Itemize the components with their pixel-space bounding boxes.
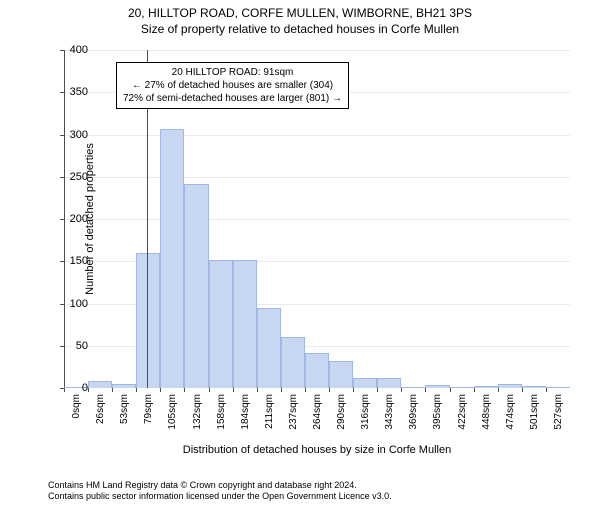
annotation-line: 20 HILLTOP ROAD: 91sqm xyxy=(123,66,342,79)
xtick-mark xyxy=(305,388,306,392)
histogram-bar xyxy=(329,361,353,388)
xtick-mark xyxy=(546,388,547,392)
annotation-box: 20 HILLTOP ROAD: 91sqm← 27% of detached … xyxy=(116,62,349,109)
ytick-label: 300 xyxy=(48,129,88,141)
xtick-label: 395sqm xyxy=(432,394,443,430)
histogram-bar xyxy=(88,381,112,388)
xtick-mark xyxy=(184,388,185,392)
histogram-bar xyxy=(160,129,184,388)
x-axis-label: Distribution of detached houses by size … xyxy=(64,444,570,456)
xtick-mark xyxy=(160,388,161,392)
xtick-label: 79sqm xyxy=(143,394,154,424)
ytick-label: 150 xyxy=(48,255,88,267)
xtick-mark xyxy=(522,388,523,392)
xtick-label: 474sqm xyxy=(505,394,516,430)
xtick-label: 158sqm xyxy=(216,394,227,430)
ytick-label: 0 xyxy=(48,382,88,394)
annotation-line: ← 27% of detached houses are smaller (30… xyxy=(123,79,342,92)
xtick-label: 369sqm xyxy=(408,394,419,430)
xtick-mark xyxy=(257,388,258,392)
histogram-bar xyxy=(401,387,425,388)
histogram-bar xyxy=(233,260,257,388)
xtick-label: 264sqm xyxy=(312,394,323,430)
histogram-bar xyxy=(450,387,474,388)
xtick-mark xyxy=(329,388,330,392)
ytick-label: 400 xyxy=(48,44,88,56)
histogram-chart: 0sqm26sqm53sqm79sqm105sqm132sqm158sqm184… xyxy=(64,50,570,388)
xtick-mark xyxy=(281,388,282,392)
ytick-label: 250 xyxy=(48,171,88,183)
xtick-label: 290sqm xyxy=(336,394,347,430)
xtick-label: 211sqm xyxy=(264,394,275,429)
xtick-mark xyxy=(401,388,402,392)
histogram-bar xyxy=(522,386,546,388)
xtick-label: 0sqm xyxy=(71,394,82,418)
histogram-bar xyxy=(184,184,208,388)
xtick-mark xyxy=(88,388,89,392)
footer-line2: Contains public sector information licen… xyxy=(48,491,392,502)
gridline xyxy=(64,50,570,51)
ytick-label: 100 xyxy=(48,298,88,310)
histogram-bar xyxy=(305,353,329,388)
histogram-bar xyxy=(112,384,136,388)
xtick-mark xyxy=(425,388,426,392)
gridline xyxy=(64,135,570,136)
ytick-label: 350 xyxy=(48,86,88,98)
histogram-bar xyxy=(474,386,498,388)
xtick-label: 184sqm xyxy=(240,394,251,430)
xtick-label: 53sqm xyxy=(119,394,130,424)
xtick-mark xyxy=(450,388,451,392)
xtick-label: 527sqm xyxy=(553,394,564,430)
histogram-bar xyxy=(377,378,401,388)
xtick-label: 316sqm xyxy=(360,394,371,430)
histogram-bar xyxy=(281,337,305,388)
xtick-mark xyxy=(498,388,499,392)
xtick-label: 343sqm xyxy=(384,394,395,430)
ytick-label: 200 xyxy=(48,213,88,225)
ytick-label: 50 xyxy=(48,340,88,352)
histogram-bar xyxy=(353,378,377,388)
xtick-label: 422sqm xyxy=(457,394,468,430)
xtick-mark xyxy=(353,388,354,392)
xtick-label: 501sqm xyxy=(529,394,540,430)
xtick-label: 26sqm xyxy=(95,394,106,424)
histogram-bar xyxy=(257,308,281,388)
xtick-mark xyxy=(474,388,475,392)
histogram-bar xyxy=(209,260,233,388)
xtick-label: 448sqm xyxy=(481,394,492,430)
page-title-line1: 20, HILLTOP ROAD, CORFE MULLEN, WIMBORNE… xyxy=(0,6,600,20)
footer-attribution: Contains HM Land Registry data © Crown c… xyxy=(48,480,392,503)
page-title-line2: Size of property relative to detached ho… xyxy=(0,22,600,36)
xtick-label: 132sqm xyxy=(192,394,203,430)
xtick-mark xyxy=(377,388,378,392)
histogram-bar xyxy=(498,384,522,388)
gridline xyxy=(64,177,570,178)
footer-line1: Contains HM Land Registry data © Crown c… xyxy=(48,480,392,491)
annotation-line: 72% of semi-detached houses are larger (… xyxy=(123,92,342,105)
histogram-bar xyxy=(546,387,570,388)
xtick-label: 237sqm xyxy=(288,394,299,430)
xtick-mark xyxy=(136,388,137,392)
xtick-mark xyxy=(209,388,210,392)
gridline xyxy=(64,219,570,220)
xtick-mark xyxy=(233,388,234,392)
xtick-label: 105sqm xyxy=(167,394,178,430)
xtick-mark xyxy=(112,388,113,392)
plot-region: 0sqm26sqm53sqm79sqm105sqm132sqm158sqm184… xyxy=(64,50,570,388)
histogram-bar xyxy=(425,385,449,388)
